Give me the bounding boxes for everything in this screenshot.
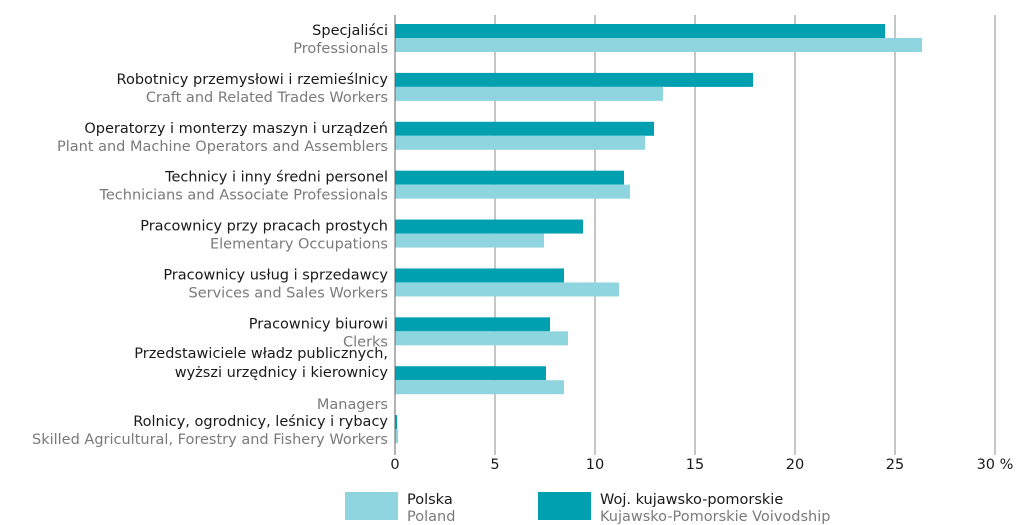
category-label: Operatorzy i monterzy maszyn i urządzeń (84, 121, 388, 137)
bar (395, 24, 885, 38)
bar (395, 317, 550, 332)
legend-swatch (345, 492, 398, 520)
category-label-en: Clerks (343, 334, 388, 350)
category-label: Pracownicy przy pracach prostych (140, 219, 388, 235)
x-tick-label: 10 (586, 457, 604, 473)
bar (395, 331, 568, 346)
bar (395, 170, 624, 185)
category-label-en: Technicians and Associate Professionals (98, 188, 388, 204)
category-label: Przedstawiciele władz publicznych, (134, 346, 388, 362)
x-tick-label: 0 (390, 457, 399, 473)
bar (395, 86, 663, 101)
category-label-en: Elementary Occupations (210, 237, 388, 253)
category-label: wyższi urzędnicy i kierownicy (175, 365, 389, 381)
category-label: Pracownicy usług i sprzedawcy (163, 267, 388, 283)
legend-label-en: Kujawsko-Pomorskie Voivodship (600, 509, 830, 525)
legend-swatch (538, 492, 591, 520)
category-label-en: Plant and Machine Operators and Assemble… (57, 139, 388, 155)
bar (395, 366, 546, 381)
bar (395, 268, 564, 283)
category-label: Robotnicy przemysłowi i rzemieślnicy (117, 72, 389, 88)
bar (395, 380, 564, 395)
category-label-en: Managers (317, 397, 388, 413)
x-tick-label: 25 (886, 457, 904, 473)
bar (395, 282, 619, 297)
bar (395, 184, 630, 199)
category-label: Technicy i inny średni personel (164, 170, 388, 186)
legend-label: Polska (407, 492, 453, 508)
bar (395, 219, 583, 234)
bar (395, 121, 654, 136)
category-label-en: Professionals (293, 41, 388, 57)
category-label-en: Services and Sales Workers (189, 285, 388, 301)
x-tick-label: 20 (786, 457, 804, 473)
bar (395, 135, 645, 150)
legend-label: Woj. kujawsko-pomorskie (600, 492, 783, 508)
x-tick-label: 15 (686, 457, 704, 473)
category-label-en: Craft and Related Trades Workers (146, 90, 388, 106)
bar (395, 38, 922, 52)
bar (395, 72, 753, 87)
category-label: Pracownicy biurowi (249, 316, 388, 332)
category-label: Rolnicy, ogrodnicy, leśnicy i rybacy (133, 414, 388, 430)
bar (395, 429, 398, 444)
category-label: Specjaliści (312, 23, 388, 39)
bar (395, 233, 544, 248)
category-label-en: Skilled Agricultural, Forestry and Fishe… (32, 432, 388, 448)
x-tick-label: 30 % (977, 457, 1014, 473)
legend-label-en: Poland (407, 509, 455, 525)
x-tick-label: 5 (490, 457, 499, 473)
bar (395, 415, 397, 430)
